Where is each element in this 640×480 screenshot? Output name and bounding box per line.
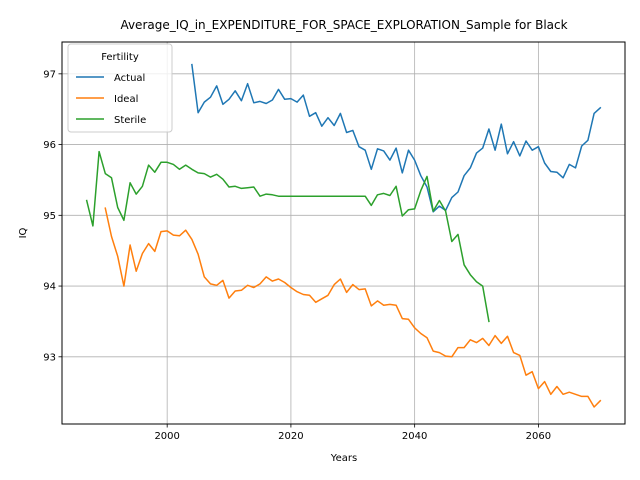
- data-series: [85, 63, 602, 408]
- y-tick-label: 95: [43, 211, 56, 222]
- chart-title: Average_IQ_in_EXPENDITURE_FOR_SPACE_EXPL…: [120, 18, 567, 32]
- legend: Fertility Actual Ideal Sterile: [67, 43, 173, 133]
- legend-box: [67, 43, 173, 133]
- x-axis-title: Years: [330, 453, 357, 464]
- legend-title: Fertility: [101, 52, 139, 63]
- y-tick-label: 93: [43, 352, 56, 363]
- y-tick-label: 96: [43, 140, 56, 151]
- y-tick-label: 97: [43, 69, 56, 80]
- y-axis-title: IQ: [18, 227, 29, 238]
- axis-ticks: 2000 2020 2040 2060 93 94 95 96 97: [43, 69, 551, 442]
- legend-label-actual: Actual: [114, 73, 145, 84]
- legend-label-sterile: Sterile: [114, 115, 146, 126]
- plot-frame: [61, 41, 626, 425]
- x-tick-label: 2040: [402, 431, 427, 442]
- y-tick-label: 94: [43, 282, 56, 293]
- x-tick-label: 2020: [278, 431, 303, 442]
- legend-label-ideal: Ideal: [114, 94, 138, 105]
- x-tick-label: 2000: [154, 431, 179, 442]
- x-tick-label: 2060: [526, 431, 551, 442]
- series-line-actual: [191, 63, 602, 213]
- series-line-ideal: [104, 207, 602, 408]
- series-line-sterile: [85, 150, 490, 323]
